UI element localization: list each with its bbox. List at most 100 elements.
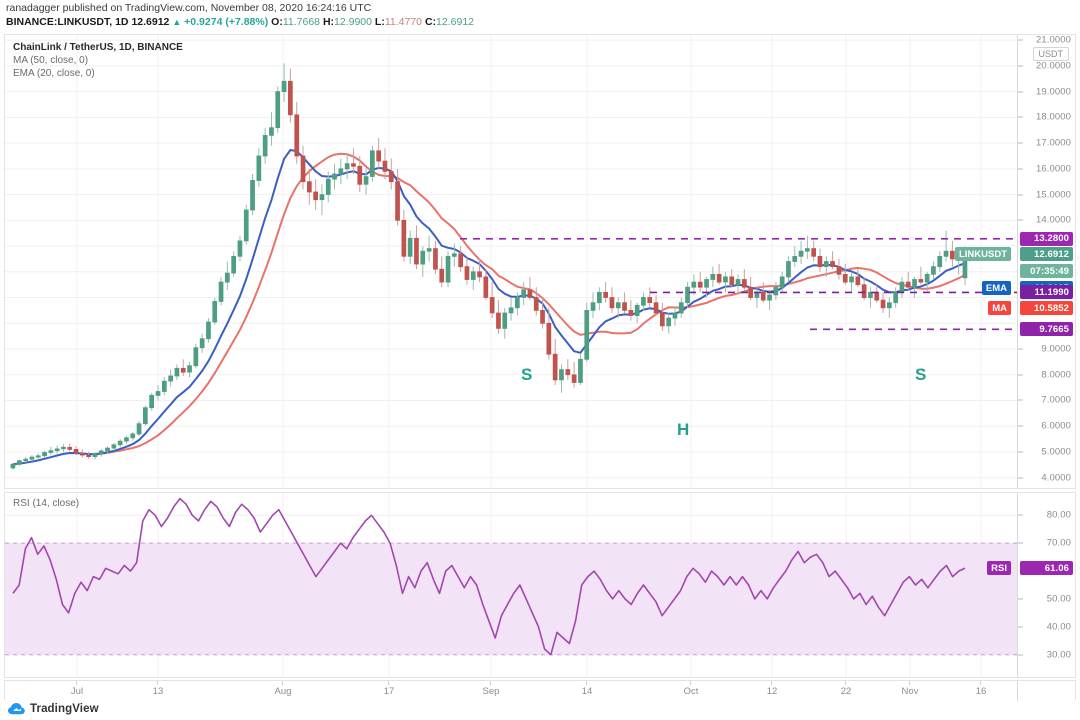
axis-tick-mark: [1018, 399, 1023, 401]
last-price-value: 12.6912: [131, 16, 170, 28]
price-axis-tick: 18.0000: [1035, 111, 1071, 123]
time-axis-label: 16: [975, 686, 987, 697]
axis-tick-mark: [1018, 626, 1023, 628]
high-label: H:: [322, 16, 335, 28]
axis-tick-mark: [1018, 348, 1023, 350]
time-tick-mark: [586, 681, 587, 685]
close-label: C:: [424, 16, 437, 28]
price-axis-pill-resistance[interactable]: 13.2800: [1020, 231, 1073, 246]
price-chart-svg: [5, 35, 1018, 488]
price-axis-tick: 7.0000: [1041, 394, 1071, 406]
indicator-tag-ma: MA: [988, 301, 1011, 316]
tradingview-logo[interactable]: TradingView: [8, 702, 99, 715]
price-pane[interactable]: ChainLink / TetherUS, 1D, BINANCE MA (50…: [4, 34, 1076, 489]
price-axis-tick: 19.0000: [1035, 86, 1071, 98]
price-axis-tick: 20.0000: [1035, 60, 1071, 72]
axis-tick-mark: [1018, 39, 1023, 41]
time-tick-mark: [388, 681, 389, 685]
pattern-annotation-s-2: S: [915, 365, 927, 384]
axis-tick-mark: [1018, 477, 1023, 479]
rsi-legend: RSI (14, close): [13, 498, 80, 509]
time-axis-label: Sep: [482, 686, 500, 697]
price-change: +0.9274 (+7.88%): [184, 16, 269, 28]
price-axis-tick: 21.0000: [1035, 34, 1071, 46]
last-price-symbol-tag: LINKUSDT: [954, 247, 1011, 261]
time-axis-label: 14: [581, 686, 593, 697]
axis-tick-mark: [1018, 116, 1023, 118]
chart-header: ranadagger published on TradingView.com,…: [6, 2, 1076, 32]
axis-tick-mark: [1018, 598, 1023, 600]
axis-tick-mark: [1018, 194, 1023, 196]
price-axis-pill-support[interactable]: 9.7665: [1020, 322, 1073, 337]
cloud-icon: [8, 703, 25, 715]
indicator-tag-ema: EMA: [981, 281, 1011, 296]
time-tick-mark: [490, 681, 491, 685]
low-label: L:: [374, 16, 385, 28]
time-tick-mark: [690, 681, 691, 685]
price-axis[interactable]: USDT 21.0000 20.0000 19.0000 18.0000 17.0000…: [1017, 35, 1075, 488]
rsi-pane[interactable]: RSI (14, close) 80.00 70.00 50.00 40.00 30.0…: [4, 492, 1076, 678]
time-axis-label: Nov: [901, 686, 919, 697]
price-axis-tick: 5.0000: [1041, 446, 1071, 458]
time-tick-mark: [845, 681, 846, 685]
rsi-axis-tick: 50.00: [1046, 593, 1071, 605]
price-axis-tick: 15.0000: [1035, 189, 1071, 201]
rsi-axis-tick: 80.00: [1046, 509, 1071, 521]
rsi-axis-tick: 40.00: [1046, 621, 1071, 633]
time-tick-mark: [76, 681, 77, 685]
axis-tick-mark: [1018, 374, 1023, 376]
rsi-indicator-tag: RSI: [987, 561, 1011, 576]
close-value: 12.6912: [436, 16, 475, 28]
price-axis-pill-ma[interactable]: 10.5852: [1020, 301, 1073, 316]
axis-tick-mark: [1018, 219, 1023, 221]
rsi-axis-tick: 30.00: [1046, 649, 1071, 661]
pattern-annotation-h-1: H: [677, 420, 690, 439]
currency-badge: USDT: [1032, 47, 1069, 61]
price-axis-tick: 17.0000: [1035, 137, 1071, 149]
axis-tick-mark: [1018, 425, 1023, 427]
low-value: 11.4770: [384, 16, 423, 28]
price-axis-tick: 16.0000: [1035, 163, 1071, 175]
axis-tick-mark: [1018, 451, 1023, 453]
time-tick-mark: [771, 681, 772, 685]
price-axis-tick: 14.0000: [1035, 214, 1071, 226]
price-axis-tick: 8.0000: [1041, 369, 1071, 381]
rsi-axis-tick: 70.00: [1046, 537, 1071, 549]
time-axis-label: Jul: [70, 686, 84, 697]
price-axis-pill-neckline[interactable]: 11.1990: [1020, 285, 1073, 300]
price-plot-area[interactable]: [5, 35, 1018, 488]
axis-tick-mark: [1018, 654, 1023, 656]
time-tick-mark: [157, 681, 158, 685]
time-axis-label: 17: [383, 686, 395, 697]
price-axis-pill-last-price[interactable]: 12.6912: [1020, 247, 1073, 261]
open-value: 11.7668: [282, 16, 321, 28]
rsi-plot-area[interactable]: [5, 493, 1018, 677]
pattern-annotation-s-0: S: [521, 365, 533, 384]
price-axis-tick: 9.0000: [1041, 343, 1071, 355]
time-axis[interactable]: Jul 13 Aug 17 Sep 14 Oct 12 22 Nov 16: [4, 680, 1076, 701]
rsi-axis-pill[interactable]: 61.06: [1020, 561, 1073, 576]
time-axis-label: 12: [766, 686, 778, 697]
time-tick-mark: [282, 681, 283, 685]
axis-tick-mark: [1018, 542, 1023, 544]
time-tick-mark: [909, 681, 910, 685]
open-label: O:: [271, 16, 283, 28]
high-value: 12.9900: [334, 16, 372, 28]
time-axis-separator: [1017, 681, 1018, 701]
axis-tick-mark: [1018, 168, 1023, 170]
rsi-chart-svg: [5, 493, 1018, 677]
up-triangle-icon: ▲: [172, 17, 182, 27]
time-axis-label: 13: [152, 686, 164, 697]
price-axis-tick: 4.0000: [1041, 472, 1071, 484]
rsi-axis[interactable]: 80.00 70.00 50.00 40.00 30.00 61.06: [1017, 493, 1075, 677]
axis-tick-mark: [1018, 65, 1023, 67]
tradingview-brand: TradingView: [30, 702, 99, 715]
quote-line: BINANCE:LINKUSDT, 1D 12.6912 ▲ +0.9274 (…: [6, 15, 1076, 29]
axis-tick-mark: [1018, 142, 1023, 144]
price-axis-tick: 6.0000: [1041, 420, 1071, 432]
publish-line: ranadagger published on TradingView.com,…: [6, 2, 372, 14]
axis-tick-mark: [1018, 514, 1023, 516]
time-axis-label: Aug: [274, 686, 292, 697]
symbol-label: BINANCE:LINKUSDT, 1D: [6, 16, 129, 28]
price-axis-pill-countdown[interactable]: 07:35:49: [1020, 264, 1073, 278]
